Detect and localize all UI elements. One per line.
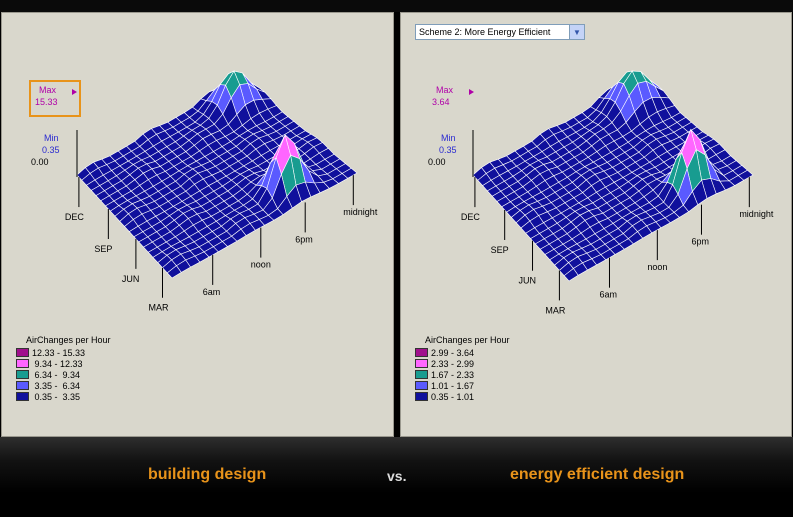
surface-chart-energy-efficient: DEC SEP JUN MAR midnight 6pm noon 6am Max 3.64 Min… — [428, 70, 774, 315]
legend: AirChanges per Hour 2.99 - 3.64 2.33 - 2.… — [415, 335, 510, 402]
legend: AirChanges per Hour 12.33 - 15.33 9.34 -… — [16, 335, 111, 402]
hour-tick-label: 6am — [599, 290, 617, 300]
legend-label: 1.01 - 1.67 — [431, 380, 475, 391]
max-label: Max — [39, 85, 57, 95]
surface-cell — [166, 265, 182, 279]
legend-item: 1.01 - 1.67 — [415, 380, 510, 391]
zero-label: 0.00 — [428, 157, 446, 167]
surface-chart-building-design: DEC SEP JUN MAR midnight 6pm noon 6am Max 15.33 Mi… — [29, 70, 378, 313]
min-value: 0.35 — [439, 145, 457, 155]
legend-title: AirChanges per Hour — [425, 335, 510, 345]
hour-tick-label: midnight — [739, 209, 774, 219]
legend-label: 0.35 - 3.35 — [32, 391, 81, 402]
legend-item: 1.67 - 2.33 — [415, 369, 510, 380]
hour-tick-label: noon — [251, 260, 271, 270]
surface-mesh — [472, 70, 754, 282]
hour-tick-label: 6pm — [691, 237, 709, 247]
month-tick-label: JUN — [122, 274, 139, 284]
legend-label: 2.99 - 3.64 — [431, 347, 475, 358]
legend-item: 6.34 - 9.34 — [16, 369, 111, 380]
legend-item: 2.33 - 2.99 — [415, 358, 510, 369]
min-value: 0.35 — [42, 145, 60, 155]
max-label: Max — [436, 85, 454, 95]
legend-item: 0.35 - 3.35 — [16, 391, 111, 402]
surface-cell — [563, 268, 579, 282]
top-strip — [0, 0, 793, 12]
legend-item: 0.35 - 1.01 — [415, 391, 510, 402]
legend-item: 2.99 - 3.64 — [415, 347, 510, 358]
legend-swatch — [415, 348, 428, 357]
legend-label: 6.34 - 9.34 — [32, 369, 81, 380]
hour-tick-label: noon — [647, 262, 667, 272]
zero-label: 0.00 — [31, 157, 49, 167]
legend-label: 2.33 - 2.99 — [431, 358, 475, 369]
legend-swatch — [16, 370, 29, 379]
max-value: 15.33 — [35, 97, 58, 107]
legend-swatch — [16, 359, 29, 368]
max-value: 3.64 — [432, 97, 450, 107]
month-tick-label: JUN — [519, 276, 537, 286]
legend-label: 3.35 - 6.34 — [32, 380, 81, 391]
legend-item: 9.34 - 12.33 — [16, 358, 111, 369]
legend-label: 1.67 - 2.33 — [431, 369, 475, 380]
month-tick-label: DEC — [65, 212, 85, 222]
month-tick-label: SEP — [94, 244, 112, 254]
legend-item: 3.35 - 6.34 — [16, 380, 111, 391]
hour-tick-label: midnight — [343, 207, 378, 217]
legend-label: 9.34 - 12.33 — [32, 358, 83, 369]
month-tick-label: MAR — [149, 303, 170, 313]
surface-mesh — [76, 70, 358, 279]
caption-bar — [0, 437, 793, 517]
caption-building-design: building design — [148, 466, 267, 483]
min-label: Min — [441, 133, 456, 143]
legend-swatch — [415, 370, 428, 379]
legend-label: 0.35 - 1.01 — [431, 391, 475, 402]
chevron-down-icon[interactable]: ▼ — [569, 25, 584, 39]
legend-swatch — [16, 381, 29, 390]
legend-swatch — [415, 359, 428, 368]
month-tick-label: DEC — [461, 212, 481, 222]
legend-swatch — [415, 381, 428, 390]
caption-vs: vs. — [387, 468, 407, 484]
hour-tick-label: 6pm — [295, 234, 313, 244]
legend-item: 12.33 - 15.33 — [16, 347, 111, 358]
month-tick-label: MAR — [545, 305, 566, 315]
max-pointer-icon — [469, 89, 474, 95]
legend-swatch — [16, 348, 29, 357]
month-tick-label: SEP — [491, 245, 509, 255]
max-pointer-icon — [72, 89, 77, 95]
chart-panel-energy-efficient: DEC SEP JUN MAR midnight 6pm noon 6am Max 3.64 Min… — [400, 12, 792, 437]
max-highlight-box — [29, 80, 81, 117]
min-label: Min — [44, 133, 59, 143]
hour-tick-label: 6am — [203, 287, 221, 297]
legend-swatch — [16, 392, 29, 401]
caption-energy-efficient-design: energy efficient design — [510, 466, 685, 483]
scheme-dropdown-value: Scheme 2: More Energy Efficient — [419, 27, 551, 37]
legend-swatch — [415, 392, 428, 401]
legend-title: AirChanges per Hour — [26, 335, 111, 345]
scheme-dropdown[interactable]: Scheme 2: More Energy Efficient ▼ — [415, 24, 585, 40]
legend-label: 12.33 - 15.33 — [32, 347, 86, 358]
chart-panel-building-design: DEC SEP JUN MAR midnight 6pm noon 6am Max 15.33 Mi… — [1, 12, 394, 437]
